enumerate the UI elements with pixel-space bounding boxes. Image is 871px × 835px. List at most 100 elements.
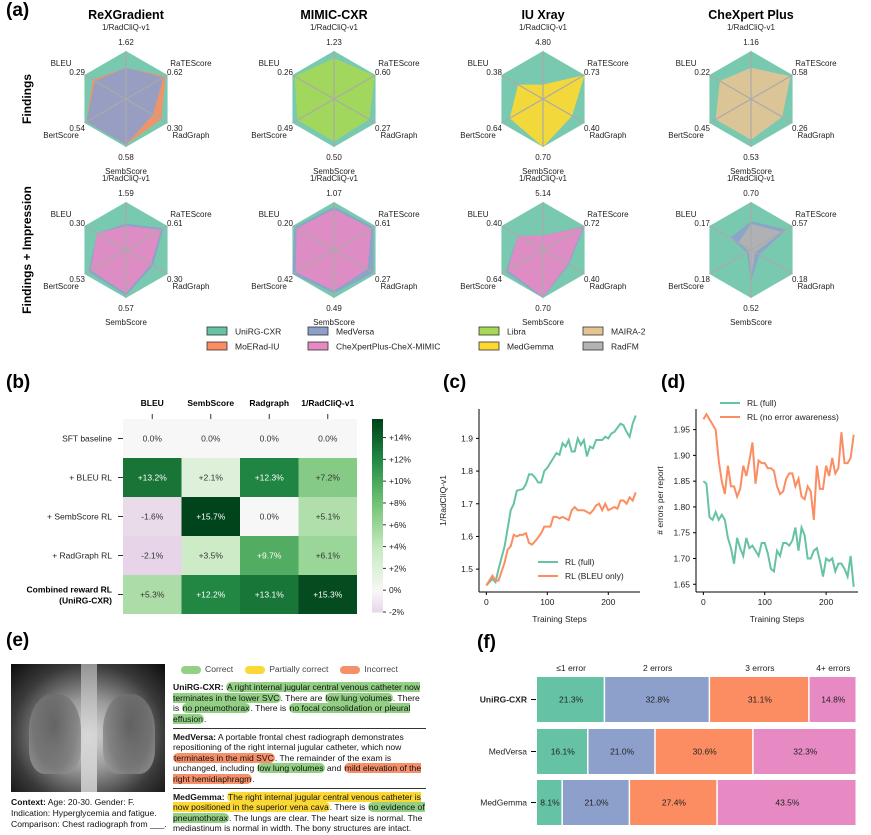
panel-label-a: (a) xyxy=(6,0,30,21)
y-tick-label: 1.70 xyxy=(673,553,690,563)
legend-label: RL (no error awareness) xyxy=(747,412,839,422)
radar-axis-label: RaTEScore xyxy=(378,59,420,68)
bar-value-label: 43.5% xyxy=(775,798,800,808)
heatmap-value: 0.0% xyxy=(260,512,280,522)
colorbar-segment xyxy=(372,464,383,468)
panel-label-c: (c) xyxy=(443,372,467,393)
segment-header: ≤1 error xyxy=(556,663,586,673)
report-text: . There is xyxy=(250,703,289,714)
radar-value-label: 0.57 xyxy=(792,219,808,228)
radar-axis xyxy=(709,74,752,100)
heatmap-value: +5.1% xyxy=(316,512,341,522)
radar-axis-label: BertScore xyxy=(460,131,496,140)
radar-axis-label: SembScore xyxy=(730,167,772,176)
indication-text: Indication: Hyperglycemia and fatigue. xyxy=(11,808,157,818)
bar-category-label: MedGemma xyxy=(480,798,527,808)
colorbar-tick-label: 0% xyxy=(389,585,402,595)
radar-axis-label: 1/RadCliQ-v1 xyxy=(310,174,359,183)
bar-segment xyxy=(710,677,809,722)
bar-value-label: 32.3% xyxy=(793,747,818,757)
colorbar-segment xyxy=(372,431,383,436)
radar-chart xyxy=(709,202,793,298)
radar-axis xyxy=(542,225,585,251)
radar-title: MIMIC-CXR xyxy=(300,8,367,22)
panel-label-d: (d) xyxy=(661,372,686,393)
report-model-name: MedGemma: xyxy=(173,792,225,803)
heatmap-row-label: + SembScore RL xyxy=(47,512,112,522)
highlighted-finding: no pneumothorax xyxy=(181,703,251,714)
colorbar-segment xyxy=(372,605,383,610)
bar-segment xyxy=(537,677,604,722)
radar-value-label: 0.53 xyxy=(743,153,759,162)
radar-axis-label: BLEU xyxy=(676,59,697,68)
radar-axis-label: SembScore xyxy=(522,318,564,327)
radar-value-label: 5.14 xyxy=(535,189,551,198)
colorbar-segment xyxy=(372,550,383,555)
colorbar-segment xyxy=(372,566,383,571)
radar-chart xyxy=(501,51,585,147)
bar-segment xyxy=(630,780,717,825)
bar-value-label: 21.0% xyxy=(584,798,609,808)
heatmap-cell xyxy=(181,536,240,575)
legend-label: MedVersa xyxy=(336,327,375,337)
radar-axis-label: 1/RadCliQ-v1 xyxy=(310,23,359,32)
bar-segment xyxy=(588,729,655,774)
heatmap-row-label: + BLEU RL xyxy=(69,473,112,483)
radar-axis xyxy=(750,98,793,124)
bar-segment xyxy=(562,780,629,825)
radar-value-label: 0.70 xyxy=(535,153,551,162)
colorbar-segment xyxy=(372,480,383,484)
heatmap-value: 0.0% xyxy=(143,434,163,444)
report-text: . There are xyxy=(280,692,325,703)
radar-chart xyxy=(84,51,168,147)
heatmap-cell xyxy=(240,458,299,497)
radar-axis-label: BLEU xyxy=(259,59,280,68)
colorbar-segment xyxy=(372,576,383,581)
radar-axis-label: 1/RadCliQ-v1 xyxy=(727,174,776,183)
radar-value-label: 0.29 xyxy=(69,68,85,77)
radar-axis xyxy=(501,249,544,275)
legend-label: RL (BLEU only) xyxy=(565,571,624,581)
radar-title: CheXpert Plus xyxy=(708,8,793,22)
radar-axis xyxy=(125,249,168,275)
radar-axis-label: SembScore xyxy=(313,318,355,327)
segment-header: 2 errors xyxy=(643,663,672,673)
radar-value-label: 0.73 xyxy=(584,68,600,77)
heatmap-cell xyxy=(181,497,240,536)
model-report: MedVersa: A portable frontal chest radio… xyxy=(173,729,426,790)
report-text: . The lungs are clear. The heart size is… xyxy=(173,812,423,834)
radar-chart xyxy=(709,51,793,147)
radar-area-CheXpertPlus-CheX-MIMIC xyxy=(507,226,584,298)
colorbar-segment xyxy=(372,435,383,439)
heatmap-value: +15.3% xyxy=(313,590,343,600)
colorbar-tick-label: +6% xyxy=(389,520,407,530)
colorbar-segment xyxy=(372,525,383,529)
comparison-text: Comparison: Chest radiograph from ___. xyxy=(11,819,167,829)
legend-label: Libra xyxy=(507,327,526,337)
radar-axis-label: RadGraph xyxy=(589,131,626,140)
colorbar-segment xyxy=(372,538,383,542)
colorbar-segment xyxy=(372,438,383,443)
model-report: MedGemma: The right internal jugular cen… xyxy=(173,789,426,835)
heatmap-value: 0.0% xyxy=(260,434,280,444)
report-model-name: MedVersa: xyxy=(173,732,216,743)
radar-axis xyxy=(750,249,793,275)
radar-chart xyxy=(84,202,168,298)
radar-value-label: 0.70 xyxy=(535,304,551,313)
bar-segment xyxy=(537,729,588,774)
bar-value-label: 16.1% xyxy=(551,747,576,757)
colorbar-segment xyxy=(372,579,383,584)
highlighted-finding: low lung volumes xyxy=(324,692,393,703)
colorbar-segment xyxy=(372,570,383,574)
radar-axis-label: BLEU xyxy=(468,59,489,68)
radar-axis-label: BertScore xyxy=(668,282,704,291)
bar-value-label: 8.1% xyxy=(540,798,560,808)
legend-label: MAIRA-2 xyxy=(611,327,646,337)
radar-axis-label: BertScore xyxy=(43,131,79,140)
radar-axis xyxy=(292,74,335,100)
highlighted-finding: low lung volumes xyxy=(256,763,325,774)
report-text: . xyxy=(203,713,207,724)
model-report: UniRG-CXR: A right internal jugular cent… xyxy=(173,679,426,730)
radar-area-MAIRA-2 xyxy=(715,67,791,140)
